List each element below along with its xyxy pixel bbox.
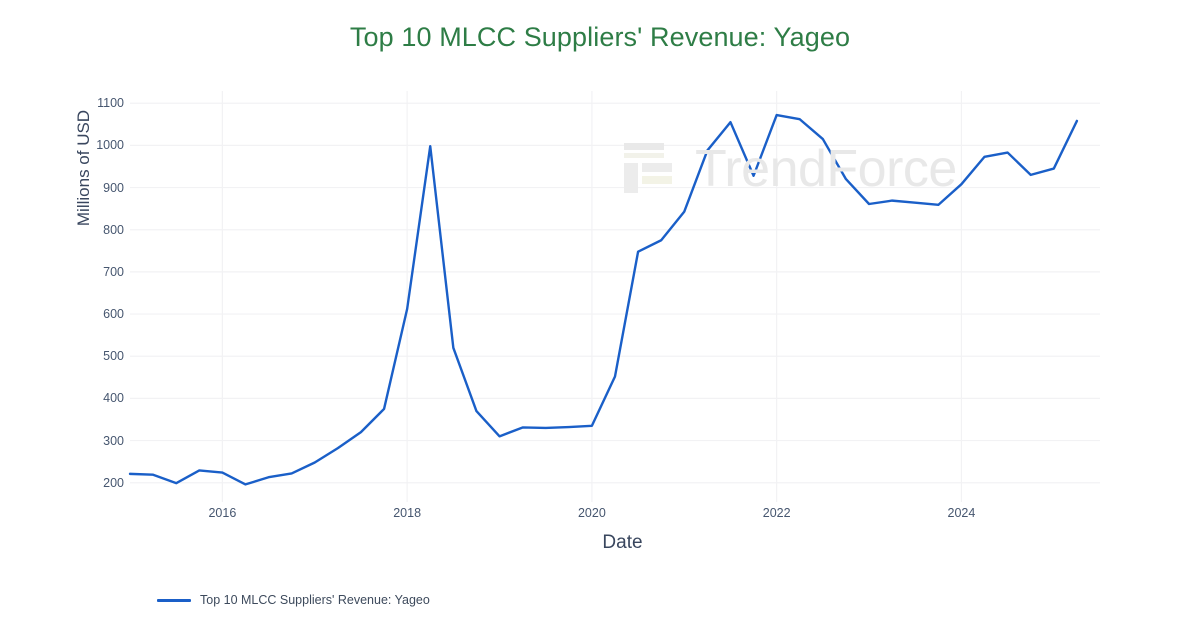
y-axis-tick-label: 200 bbox=[103, 475, 124, 490]
series-line bbox=[128, 113, 1079, 486]
y-axis-tick-label: 700 bbox=[103, 264, 124, 279]
data-series-group bbox=[128, 113, 1079, 486]
y-axis-tick-label: 900 bbox=[103, 180, 124, 195]
chart-legend[interactable]: Top 10 MLCC Suppliers' Revenue: Yageo bbox=[157, 593, 430, 607]
legend-item-label: Top 10 MLCC Suppliers' Revenue: Yageo bbox=[200, 593, 430, 607]
x-axis-tick-label: 2020 bbox=[577, 506, 606, 520]
y-axis-tick-label: 800 bbox=[103, 222, 124, 237]
page-title: Top 10 MLCC Suppliers' Revenue: Yageo bbox=[349, 22, 851, 52]
y-axis-tick-label: 1100 bbox=[97, 96, 124, 111]
x-axis-tick-label: 2024 bbox=[947, 506, 976, 520]
grid-lines bbox=[130, 91, 1100, 502]
x-axis-tick-label: 2018 bbox=[393, 506, 422, 520]
y-axis-tick-label: 400 bbox=[103, 391, 124, 406]
y-axis-tick-label: 600 bbox=[103, 307, 124, 322]
y-axis-ticks: 200 300 400 500 600 700 800 900 1000 1100 bbox=[56, 0, 124, 630]
y-axis-tick-label: 500 bbox=[103, 349, 124, 364]
legend-swatch bbox=[157, 598, 191, 602]
y-axis-tick-label: 300 bbox=[103, 433, 124, 448]
x-axis-tick-label: 2022 bbox=[762, 506, 791, 520]
x-axis-title: Date bbox=[602, 532, 643, 553]
y-axis-tick-label: 1000 bbox=[96, 138, 124, 153]
x-axis-tick-label: 2016 bbox=[208, 506, 237, 520]
